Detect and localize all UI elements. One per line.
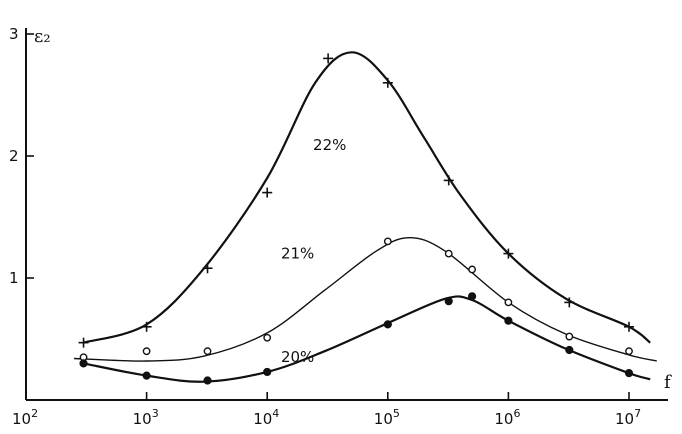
series-label-21-percent: 21% bbox=[281, 244, 314, 262]
data-point-filled-circle bbox=[467, 292, 477, 301]
y-tick-label: 1 bbox=[9, 269, 19, 287]
data-point-plus bbox=[624, 321, 634, 332]
axes: ε₂ f bbox=[25, 26, 672, 401]
data-point-plus bbox=[503, 248, 514, 259]
data-point-open-circle bbox=[444, 249, 453, 258]
data-point-filled-circle bbox=[444, 297, 453, 306]
data-point-filled-circle bbox=[383, 320, 392, 329]
y-tick-label: 2 bbox=[9, 147, 19, 165]
series-label-22-percent: 22% bbox=[313, 136, 346, 154]
x-tick-label: 103 bbox=[133, 407, 159, 428]
data-point-filled-circle bbox=[263, 367, 272, 377]
data-point-filled-circle bbox=[203, 376, 212, 385]
data-point-open-circle bbox=[468, 265, 476, 274]
data-points bbox=[78, 53, 634, 385]
fit-curve-22-percent bbox=[83, 51, 651, 344]
x-tick-label: 107 bbox=[615, 407, 641, 428]
fit-curves bbox=[73, 51, 657, 383]
x-tick-label: 106 bbox=[494, 407, 520, 428]
series-labels: 22% 21% 20% bbox=[281, 136, 346, 366]
data-point-open-circle bbox=[625, 347, 633, 356]
x-tick-label: 105 bbox=[374, 407, 400, 428]
data-point-plus bbox=[564, 297, 575, 308]
data-point-open-circle bbox=[203, 347, 212, 356]
data-point-plus bbox=[323, 53, 334, 64]
data-point-filled-circle bbox=[624, 369, 634, 378]
data-point-plus bbox=[202, 263, 213, 274]
fit-curve-20-percent bbox=[83, 295, 651, 383]
data-point-open-circle bbox=[383, 237, 392, 246]
data-point-plus bbox=[141, 321, 152, 332]
x-axis-title: f bbox=[664, 372, 672, 393]
data-point-open-circle bbox=[565, 332, 574, 341]
ticks: 102 103 104 105 106 107 1 2 3 bbox=[9, 25, 641, 428]
data-point-open-circle bbox=[142, 347, 151, 356]
x-tick-label: 104 bbox=[253, 407, 279, 428]
data-point-open-circle bbox=[504, 298, 513, 307]
data-point-filled-circle bbox=[142, 371, 151, 380]
y-axis-title: ε₂ bbox=[34, 26, 51, 47]
data-point-plus bbox=[382, 77, 393, 88]
data-point-filled-circle bbox=[79, 359, 88, 368]
y-tick-label: 3 bbox=[9, 25, 19, 43]
data-point-open-circle bbox=[263, 333, 272, 342]
data-point-plus bbox=[443, 175, 454, 186]
x-tick-label: 102 bbox=[12, 407, 38, 428]
data-point-plus bbox=[78, 337, 89, 348]
data-point-filled-circle bbox=[565, 345, 574, 355]
data-point-filled-circle bbox=[504, 316, 513, 325]
series-label-20-percent: 20% bbox=[281, 348, 314, 366]
data-point-plus bbox=[262, 187, 273, 198]
